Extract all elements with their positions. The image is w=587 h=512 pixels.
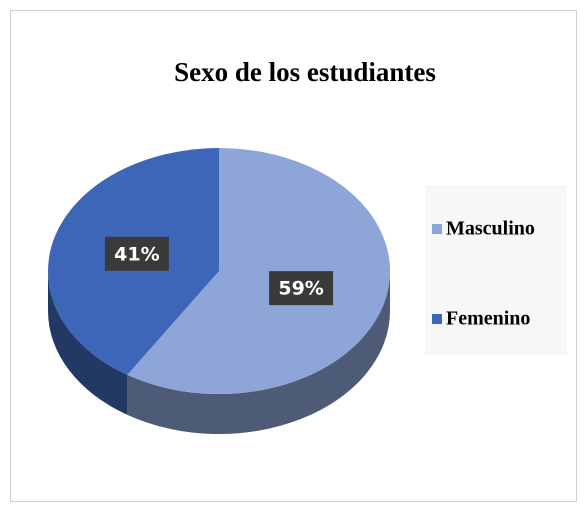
pie-slice — [127, 148, 391, 394]
data-label-box — [269, 271, 334, 306]
chart-title: Sexo de los estudiantes — [174, 57, 436, 87]
data-label: 59% — [278, 278, 323, 300]
pie-slice-side — [127, 271, 390, 434]
legend-box — [425, 185, 567, 355]
legend-swatch — [432, 224, 442, 234]
legend-label: Femenino — [446, 308, 530, 330]
pie-slice-side — [48, 271, 128, 415]
legend-label: Masculino — [446, 218, 535, 240]
data-label: 41% — [114, 243, 159, 265]
data-label-box — [104, 236, 169, 271]
legend-swatch — [432, 314, 442, 324]
